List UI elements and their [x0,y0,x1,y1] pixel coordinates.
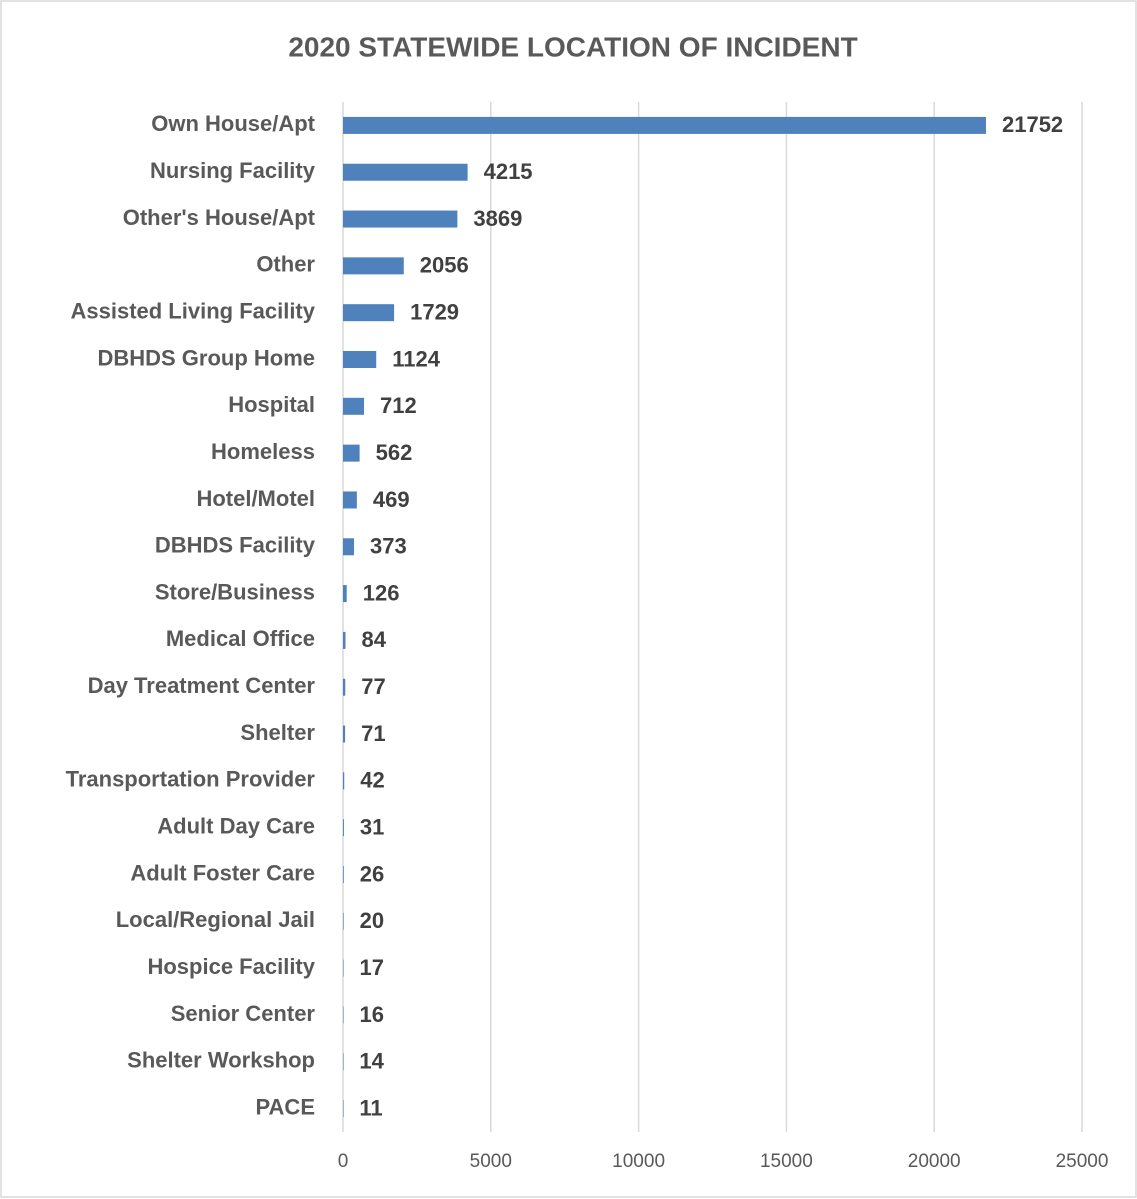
value-label: 14 [359,1049,384,1074]
y-tick-label: Adult Day Care [157,813,315,838]
x-tick-label: 25000 [1056,1151,1109,1172]
y-tick-label: Shelter [240,720,315,745]
bar [343,631,346,649]
y-tick-label: Homeless [211,439,315,464]
y-tick-label: Day Treatment Center [88,673,316,698]
y-tick-label: Shelter Workshop [127,1048,315,1073]
bar [343,538,355,556]
y-tick-label: Hotel/Motel [196,486,315,511]
x-tick-label: 5000 [470,1151,512,1172]
value-label: 71 [361,721,385,746]
bar [343,585,347,603]
y-tick-label: Own House/Apt [151,111,315,136]
y-tick-label: Hospital [228,392,315,417]
y-tick-label: Assisted Living Facility [70,298,315,323]
bar [343,444,360,462]
y-tick-label: Senior Center [171,1001,316,1026]
chart-title: 2020 STATEWIDE LOCATION OF INCIDENT [288,31,857,62]
bar [343,678,346,696]
y-tick-label: PACE [256,1094,316,1119]
value-label: 20 [360,908,384,933]
value-label: 1729 [410,299,459,324]
bar [343,1100,344,1118]
bar [343,116,986,134]
value-label: 469 [373,487,410,512]
y-tick-label: Other's House/Apt [123,205,316,230]
y-tick-label: Adult Foster Care [130,860,315,885]
y-tick-label: Transportation Provider [66,767,316,792]
bar [343,304,395,322]
y-tick-label: Hospice Facility [147,954,315,979]
y-tick-label: DBHDS Facility [155,533,316,558]
value-label: 126 [363,580,400,605]
value-label: 712 [380,393,417,418]
value-label: 373 [370,534,407,559]
value-label: 26 [360,861,384,886]
value-label: 562 [376,440,413,465]
bar [343,163,468,181]
bar [343,351,377,368]
x-tick-label: 15000 [760,1151,813,1172]
bar [343,257,404,275]
value-label: 84 [361,627,386,652]
bar [343,912,344,930]
bar [343,959,344,977]
value-label: 3869 [473,206,522,231]
bar [343,866,344,883]
value-label: 31 [360,814,384,839]
bar [343,1006,344,1024]
x-tick-label: 0 [338,1151,349,1172]
y-tick-label: Nursing Facility [150,158,316,183]
bar [343,772,345,790]
y-tick-label: Store/Business [155,579,315,604]
value-label: 16 [359,1002,383,1027]
value-label: 2056 [420,253,469,278]
bar [343,1053,344,1071]
value-label: 21752 [1002,112,1063,137]
bar [343,491,357,509]
y-tick-label: DBHDS Group Home [97,345,315,370]
bar [343,397,365,415]
value-label: 4215 [484,159,533,184]
value-label: 17 [360,955,384,980]
bar [343,210,458,228]
bar [343,725,346,743]
value-label: 1124 [392,346,440,371]
value-label: 11 [359,1095,382,1120]
y-tick-label: Local/Regional Jail [116,907,315,932]
y-tick-label: Other [256,252,315,277]
bar [343,819,344,837]
x-tick-label: 10000 [612,1151,665,1172]
value-label: 42 [360,768,384,793]
x-tick-label: 20000 [908,1151,961,1172]
value-label: 77 [361,674,385,699]
y-tick-label: Medical Office [166,626,315,651]
